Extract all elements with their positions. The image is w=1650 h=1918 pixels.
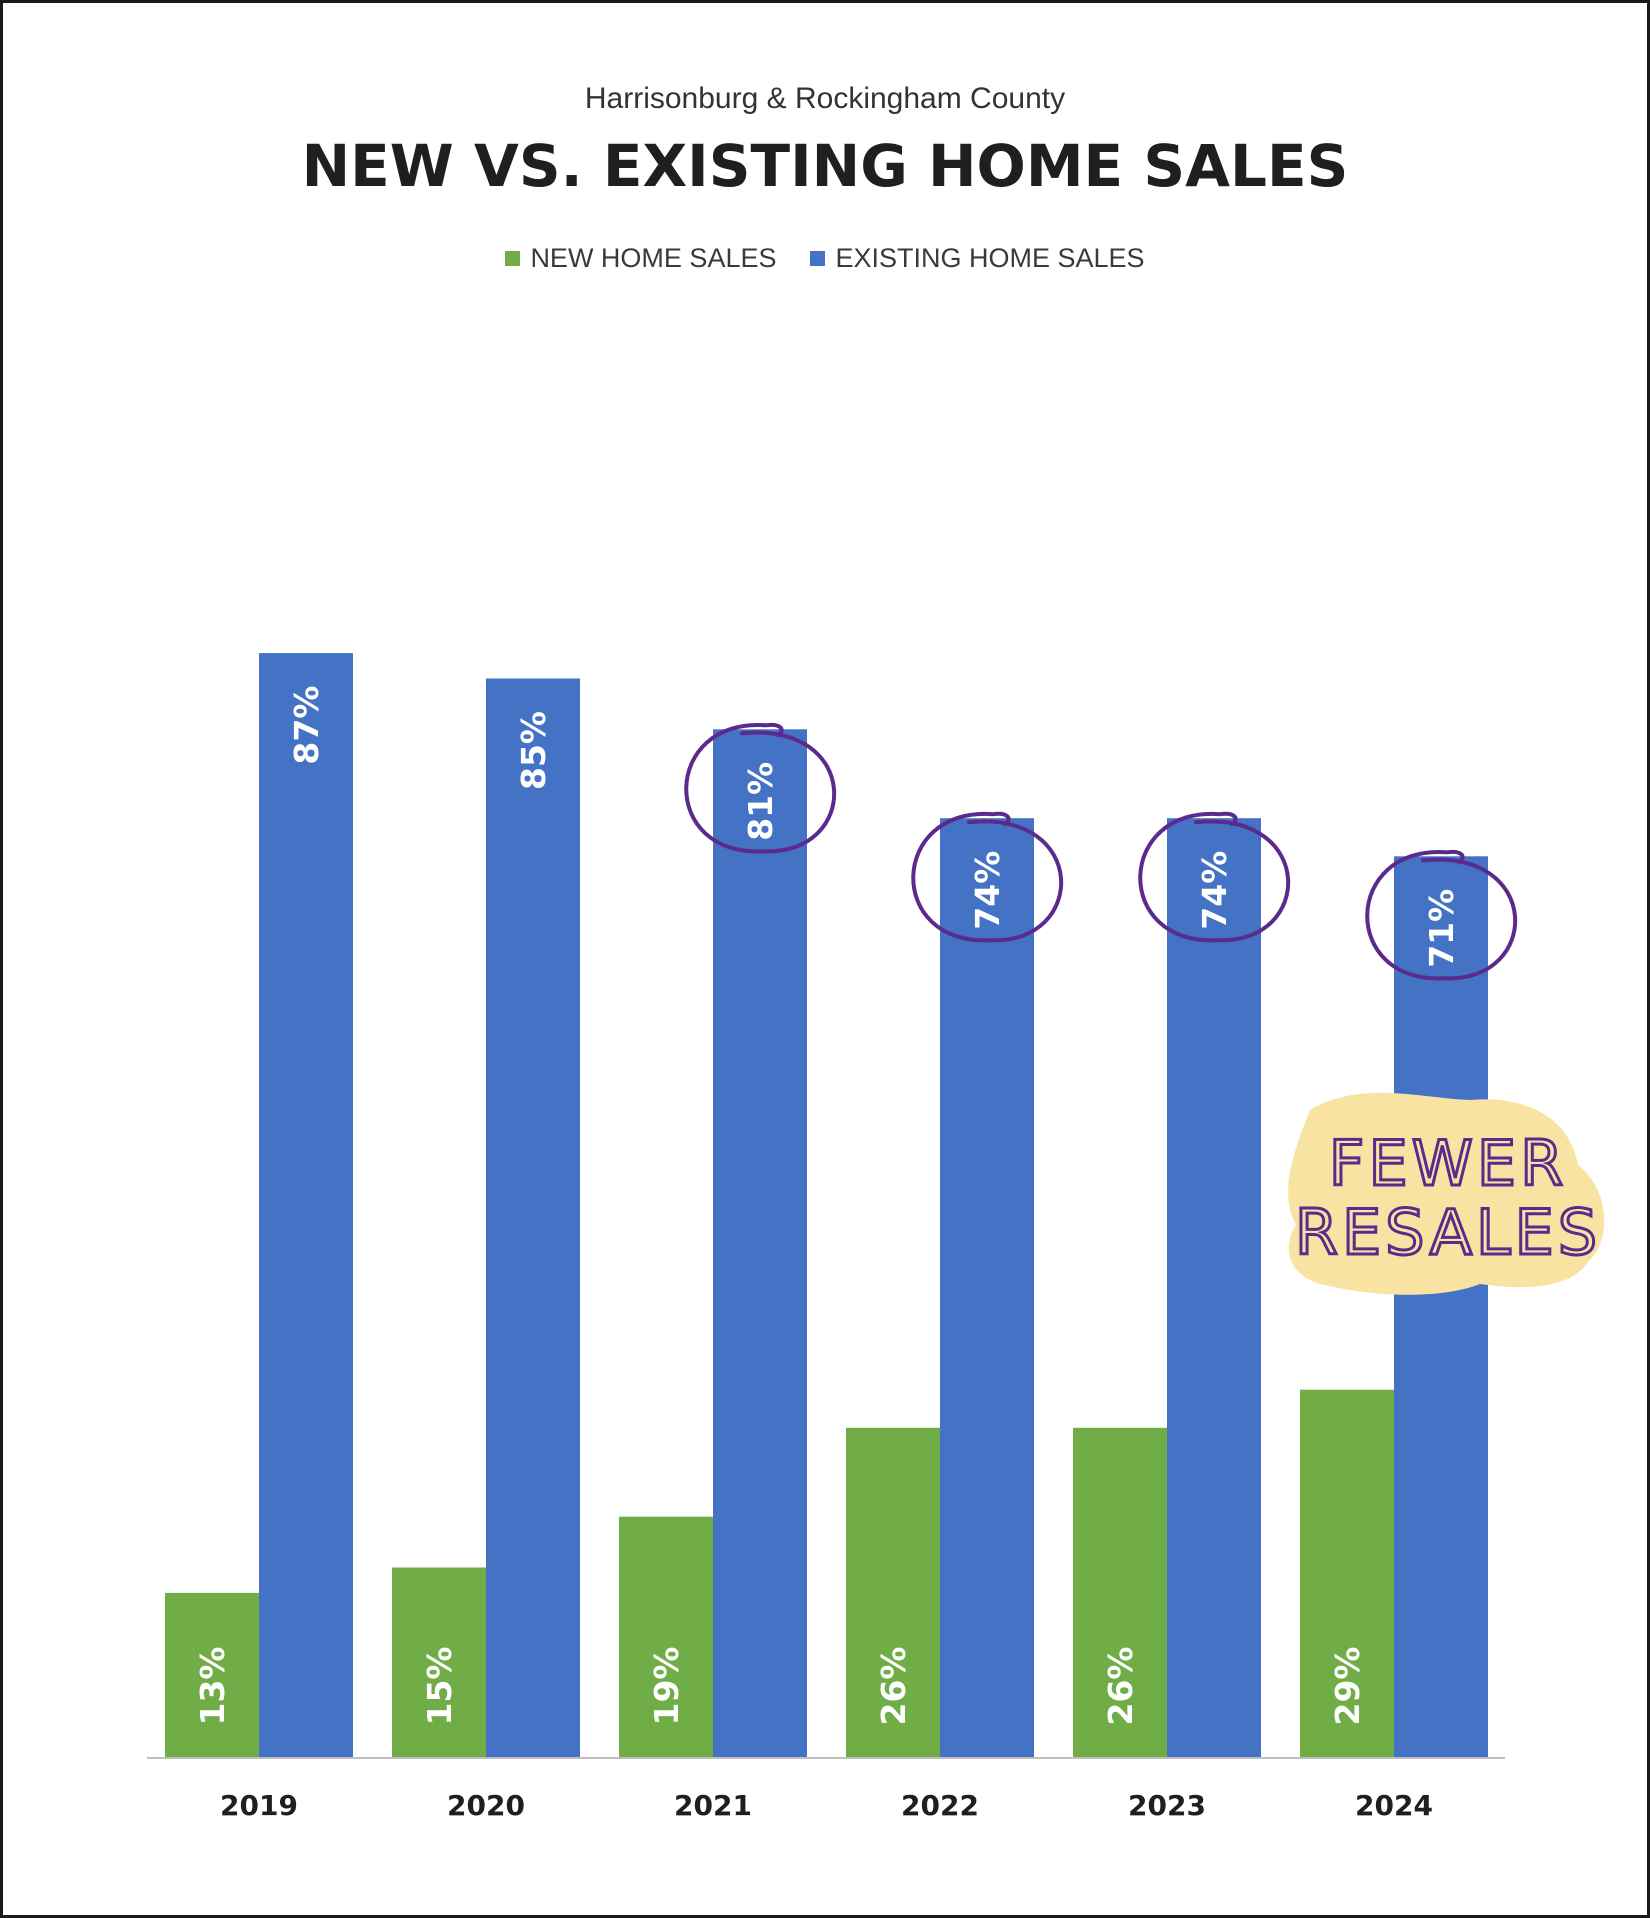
legend-label-existing: EXISTING HOME SALES — [835, 243, 1145, 273]
data-label-new-2020: 15% — [420, 1647, 459, 1726]
x-tick-2023: 2023 — [1128, 1789, 1206, 1822]
bar-new-2022 — [846, 1427, 940, 1758]
x-tick-2022: 2022 — [901, 1789, 979, 1822]
legend-item-existing: EXISTING HOME SALES — [810, 243, 1145, 274]
legend-item-new: NEW HOME SALES — [505, 243, 776, 274]
bar-existing-2023 — [1167, 818, 1261, 1758]
note-line-1: FEWER — [1329, 1127, 1567, 1200]
legend-label-new: NEW HOME SALES — [530, 243, 777, 273]
data-label-existing-2024: 71% — [1422, 889, 1461, 968]
chart-legend: NEW HOME SALES EXISTING HOME SALES — [0, 243, 1650, 274]
data-label-existing-2019: 87% — [287, 686, 326, 765]
bar-existing-2020 — [486, 678, 580, 1758]
x-tick-2020: 2020 — [447, 1789, 525, 1822]
x-tick-2024: 2024 — [1355, 1789, 1433, 1822]
data-label-existing-2022: 74% — [968, 851, 1007, 930]
bar-existing-2022 — [940, 818, 1034, 1758]
bar-new-2020 — [392, 1567, 486, 1758]
data-label-new-2023: 26% — [1101, 1647, 1140, 1726]
note-highlight — [1288, 1092, 1605, 1295]
circle-annotation-2022 — [911, 811, 1064, 943]
data-label-existing-2020: 85% — [514, 711, 553, 790]
bar-existing-2019 — [259, 653, 353, 1758]
legend-swatch-new — [505, 251, 521, 266]
bar-new-2021 — [619, 1516, 713, 1758]
bar-new-2023 — [1073, 1427, 1167, 1758]
chart-subtitle: Harrisonburg & Rockingham County — [584, 82, 1066, 115]
bar-existing-2024 — [1394, 856, 1488, 1758]
bar-new-2024 — [1300, 1389, 1394, 1758]
bar-new-2019 — [165, 1592, 259, 1758]
x-tick-2019: 2019 — [220, 1789, 298, 1822]
legend-swatch-existing — [810, 251, 826, 266]
circle-annotation-2024 — [1365, 849, 1518, 981]
data-label-existing-2023: 74% — [1195, 851, 1234, 930]
data-label-existing-2021: 81% — [741, 762, 780, 841]
circle-annotation-2023 — [1138, 811, 1291, 943]
data-label-new-2024: 29% — [1328, 1647, 1367, 1726]
x-tick-2021: 2021 — [674, 1789, 752, 1822]
data-label-new-2022: 26% — [874, 1647, 913, 1726]
note-line-2: RESALES — [1295, 1196, 1601, 1269]
chart-title: NEW VS. EXISTING HOME SALES — [301, 132, 1349, 200]
bar-existing-2021 — [713, 729, 807, 1758]
circle-annotation-2021 — [684, 722, 837, 854]
data-label-new-2019: 13% — [193, 1647, 232, 1726]
data-label-new-2021: 19% — [647, 1647, 686, 1726]
